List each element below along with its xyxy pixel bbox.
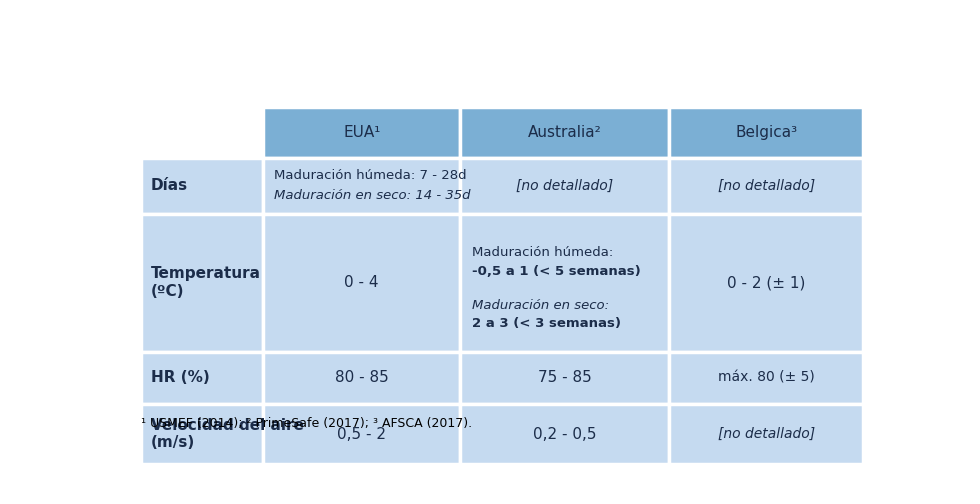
Text: Maduración húmeda: 7 - 28d: Maduración húmeda: 7 - 28d: [274, 169, 467, 182]
Text: Belgica³: Belgica³: [735, 125, 798, 140]
Bar: [461, 214, 669, 352]
Text: máx. 80 (± 5): máx. 80 (± 5): [717, 371, 814, 385]
Bar: [669, 404, 863, 464]
Bar: [141, 214, 263, 352]
Text: HR (%): HR (%): [151, 370, 210, 385]
Text: 0 - 4: 0 - 4: [345, 275, 379, 290]
Text: 2 a 3 (< 3 semanas): 2 a 3 (< 3 semanas): [472, 317, 621, 330]
Text: 80 - 85: 80 - 85: [335, 370, 389, 385]
Text: Velocidad del aire
(m/s): Velocidad del aire (m/s): [151, 418, 304, 450]
Text: Temperatura
(ºC): Temperatura (ºC): [151, 267, 261, 299]
Bar: [461, 352, 669, 404]
Bar: [669, 157, 863, 214]
Bar: [669, 352, 863, 404]
Text: Maduración en seco:: Maduración en seco:: [472, 298, 609, 311]
Bar: [263, 214, 461, 352]
Text: Maduración en seco: 14 - 35d: Maduración en seco: 14 - 35d: [274, 189, 471, 202]
Bar: [461, 107, 669, 157]
Bar: [263, 404, 461, 464]
Text: ¹ USMEF (2014); ² PrimeSafe (2017); ³ AFSCA (2017).: ¹ USMEF (2014); ² PrimeSafe (2017); ³ AF…: [141, 417, 472, 430]
Bar: [669, 107, 863, 157]
Bar: [263, 157, 461, 214]
Text: EUA¹: EUA¹: [343, 125, 380, 140]
Bar: [669, 214, 863, 352]
Bar: [141, 352, 263, 404]
Text: 0,5 - 2: 0,5 - 2: [337, 426, 386, 442]
Bar: [263, 352, 461, 404]
Bar: [141, 404, 263, 464]
Text: 0,2 - 0,5: 0,2 - 0,5: [533, 426, 597, 442]
Text: 0 - 2 (± 1): 0 - 2 (± 1): [727, 275, 806, 290]
Text: [no detallado]: [no detallado]: [516, 178, 613, 193]
Text: [no detallado]: [no detallado]: [717, 178, 814, 193]
Text: 75 - 85: 75 - 85: [538, 370, 592, 385]
Bar: [461, 404, 669, 464]
Text: Australia²: Australia²: [528, 125, 602, 140]
Text: -0,5 a 1 (< 5 semanas): -0,5 a 1 (< 5 semanas): [472, 265, 641, 278]
Bar: [141, 157, 263, 214]
Bar: [461, 157, 669, 214]
Text: Días: Días: [151, 178, 188, 193]
Text: Maduración húmeda:: Maduración húmeda:: [472, 246, 613, 260]
Text: [no detallado]: [no detallado]: [717, 427, 814, 441]
Bar: [263, 107, 461, 157]
Bar: [141, 107, 263, 157]
